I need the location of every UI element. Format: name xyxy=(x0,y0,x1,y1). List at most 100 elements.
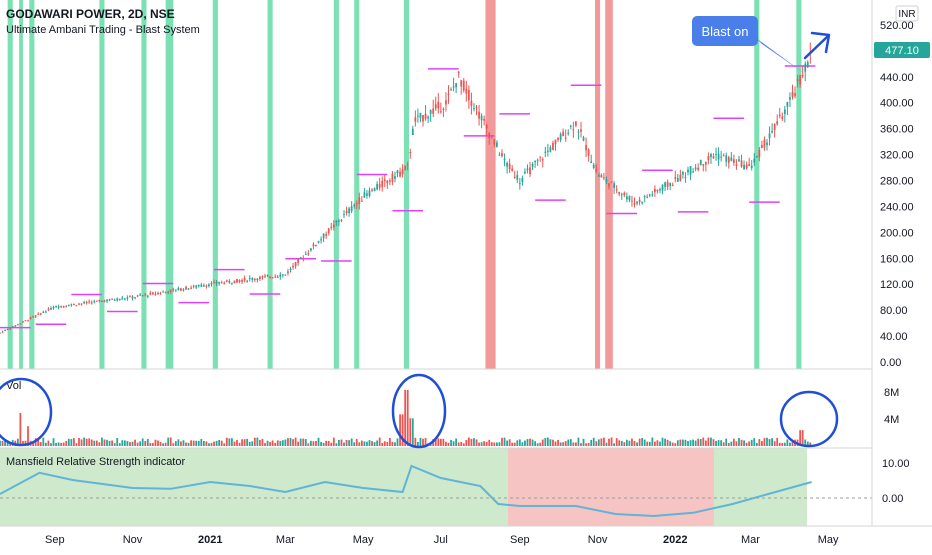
candle-body xyxy=(735,164,738,166)
volume-bar xyxy=(539,442,542,446)
candle-body xyxy=(353,204,356,207)
candle-body xyxy=(136,295,139,297)
price-tick-label: 40.00 xyxy=(880,331,908,343)
volume-bar xyxy=(248,441,251,446)
candle-body xyxy=(338,220,340,222)
candle-body xyxy=(664,182,666,187)
volume-bar xyxy=(274,442,277,446)
candle-body xyxy=(271,277,274,279)
volume-bar xyxy=(134,439,136,446)
volume-bar xyxy=(185,442,187,446)
candle-body xyxy=(368,190,371,197)
candle-body xyxy=(149,292,152,295)
volume-bar xyxy=(450,439,452,446)
currency-label: INR xyxy=(898,9,915,20)
volume-bar xyxy=(730,441,733,446)
candle-body xyxy=(682,171,684,175)
candle-body xyxy=(101,300,103,302)
candle-body xyxy=(608,183,610,187)
volume-bar xyxy=(768,439,771,446)
candle-body xyxy=(343,214,345,216)
candle-body xyxy=(180,288,182,291)
volume-bar xyxy=(437,438,440,446)
volume-bar xyxy=(404,389,407,446)
price-tick-label: 360.00 xyxy=(880,124,914,136)
blast-on-band xyxy=(403,0,409,369)
candle-body xyxy=(302,258,305,260)
rs-line xyxy=(0,464,812,518)
candle-body xyxy=(574,121,577,126)
volume-bar xyxy=(396,438,399,446)
volume-bar xyxy=(55,442,57,446)
candle-body xyxy=(730,157,733,161)
volume-bar xyxy=(513,442,516,446)
volume-bar xyxy=(480,442,483,446)
volume-bar xyxy=(129,442,131,446)
volume-bar xyxy=(559,442,562,446)
volume-bar xyxy=(799,430,802,446)
candle-body xyxy=(360,200,363,202)
volume-bar xyxy=(0,440,1,446)
volume-bar xyxy=(80,439,83,446)
volume-bar xyxy=(753,438,756,446)
volume-bar xyxy=(521,442,524,446)
candle-body xyxy=(111,298,114,300)
volume-bar xyxy=(536,443,539,446)
volume-bar xyxy=(567,439,570,446)
volume-bar xyxy=(182,440,185,446)
candle-body xyxy=(432,108,435,114)
time-axis[interactable]: Sep Nov 2021 Mar May Jul Sep Nov 2022 Mar May xyxy=(45,534,839,546)
volume-bar xyxy=(628,440,631,446)
volume-bar xyxy=(276,440,279,446)
candle-body xyxy=(34,315,37,317)
volume-bar xyxy=(534,441,537,446)
candle-body xyxy=(44,311,47,313)
volume-bar xyxy=(653,441,656,446)
volume-bar xyxy=(386,442,389,446)
blast-on-band xyxy=(7,0,13,369)
volume-bar xyxy=(664,438,666,446)
volume-bar xyxy=(720,440,723,446)
volume-bar xyxy=(348,440,350,446)
currency-badge[interactable] xyxy=(895,5,919,22)
volume-bar xyxy=(123,440,126,446)
candle-body xyxy=(200,284,203,287)
volume-label: Vol xyxy=(6,380,21,392)
candle-body xyxy=(70,304,73,306)
candle-body xyxy=(202,285,205,287)
volume-bar xyxy=(518,439,521,446)
last-price-label: 477.10 xyxy=(885,45,919,57)
candle-body xyxy=(174,289,177,291)
pivot-lines xyxy=(0,65,816,329)
candle-body xyxy=(572,129,575,131)
candle-body xyxy=(88,301,91,303)
candle-body xyxy=(776,121,779,125)
blast-off-band xyxy=(485,0,496,369)
volume-bar xyxy=(213,441,215,446)
volume-bar xyxy=(47,440,50,446)
volume-bar xyxy=(116,438,119,446)
candle-body xyxy=(699,159,702,166)
candle-body xyxy=(210,283,213,285)
candle-body xyxy=(582,137,585,141)
candle-body xyxy=(83,302,85,304)
candle-body xyxy=(116,298,119,301)
candle-body xyxy=(197,284,200,287)
volume-bar xyxy=(414,437,417,446)
volume-bar xyxy=(524,440,526,446)
candle-body xyxy=(22,321,24,323)
volume-bar xyxy=(210,442,213,446)
candle-body xyxy=(676,177,679,182)
candle-body xyxy=(424,113,427,119)
candle-body xyxy=(381,180,384,188)
volume-bar xyxy=(557,439,559,446)
candle-body xyxy=(755,156,758,158)
candle-body xyxy=(536,159,539,161)
volume-bar xyxy=(580,443,582,446)
volume-bar xyxy=(643,439,646,446)
volume-bar xyxy=(809,442,812,446)
candle-body xyxy=(577,131,580,133)
candle-body xyxy=(269,276,272,278)
volume-bar xyxy=(776,437,779,446)
volume-bar xyxy=(52,438,55,446)
